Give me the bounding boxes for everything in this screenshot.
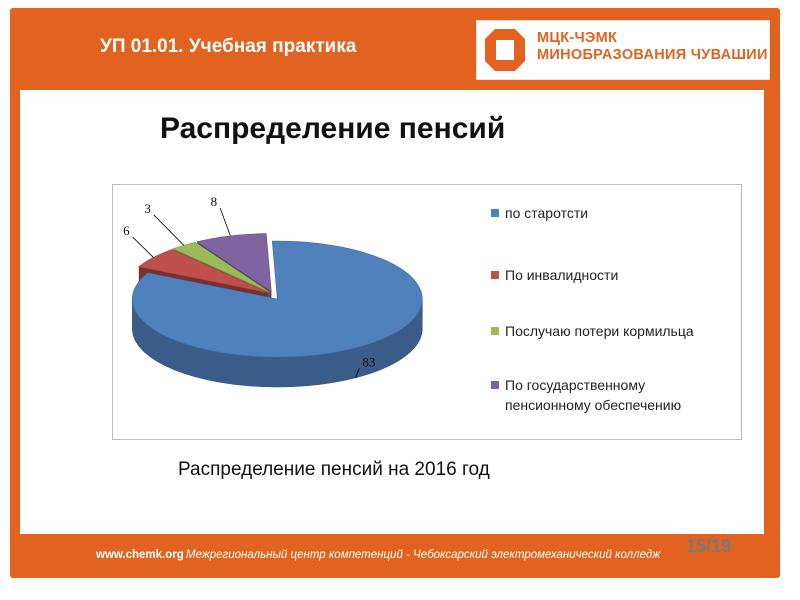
logo-mark-icon: [485, 29, 525, 71]
legend-label: По государственному пенсионному обеспече…: [505, 377, 682, 413]
logo: МЦК-ЧЭМК МИНОБРАЗОВАНИЯ ЧУВАШИИ: [476, 20, 770, 80]
pie-slice-0: [132, 240, 423, 358]
legend-label: Послучаю потери кормильца: [505, 323, 694, 339]
legend-swatch: [491, 327, 499, 335]
pie-slice-3: [196, 233, 272, 293]
data-label-leader-1: [132, 236, 154, 258]
data-label-2: 3: [144, 201, 151, 216]
data-label-3: 8: [211, 194, 218, 209]
pie-chart-svg: 83 63 8: [123, 194, 423, 388]
page-number: 15/19: [686, 536, 732, 556]
logo-line-2: МИНОБРАЗОВАНИЯ ЧУВАШИИ: [537, 47, 768, 63]
footer-org: Межрегиональный центр компетенций - Чебо…: [186, 549, 661, 561]
data-label-leader-2: [153, 214, 185, 246]
chart-caption: Распределение пенсий на 2016 год: [178, 459, 490, 480]
header-title: УП 01.01. Учебная практика: [100, 36, 357, 57]
footer-url[interactable]: www.chemk.org: [96, 549, 184, 561]
logo-text: МЦК-ЧЭМК МИНОБРАЗОВАНИЯ ЧУВАШИИ: [537, 30, 768, 64]
data-label-leader-0: [355, 368, 360, 379]
pie-chart: 83 6 3 8 по старотсти По инвалидности Послуча…: [112, 184, 742, 440]
legend-label: по старотсти: [505, 205, 589, 221]
data-label-0: 83: [362, 354, 375, 369]
data-label-leader-3: [219, 207, 231, 237]
pie-slice-1: [138, 249, 269, 294]
legend-swatch: [491, 271, 499, 279]
logo-line-1: МЦК-ЧЭМК: [537, 30, 618, 46]
legend-swatch: [491, 381, 499, 389]
legend-label: По инвалидности: [505, 267, 619, 283]
pie-slice-2: [172, 241, 270, 293]
slide-title: Распределение пенсий: [160, 112, 506, 145]
legend-swatch: [491, 209, 499, 217]
data-label-1: 6: [123, 223, 130, 238]
